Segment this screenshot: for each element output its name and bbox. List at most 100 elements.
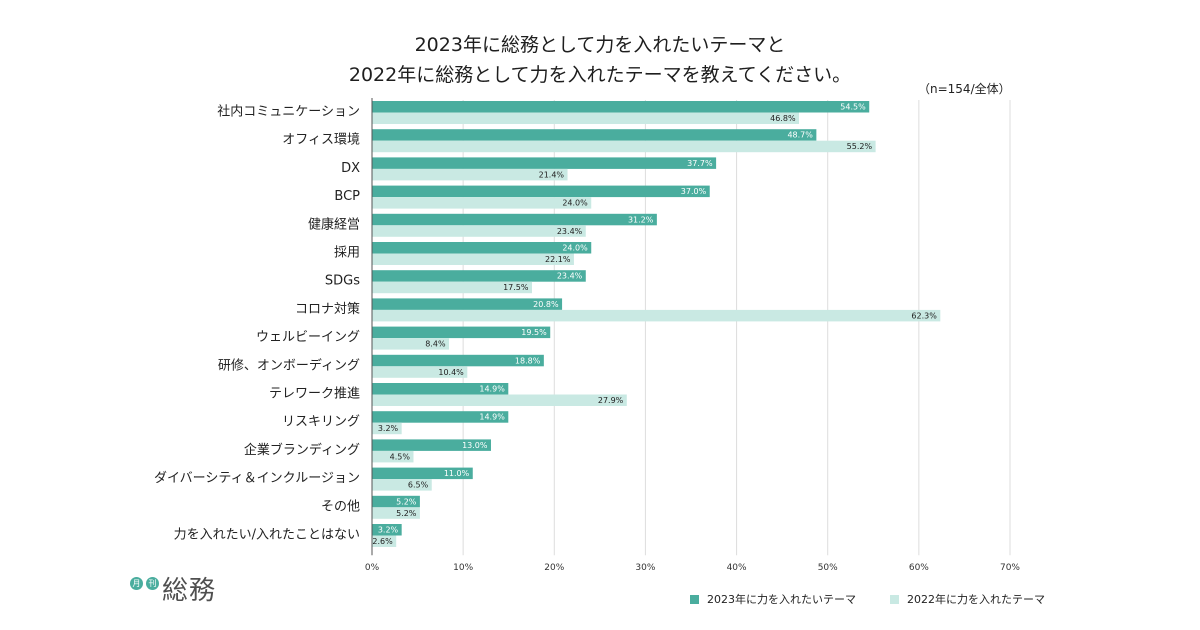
category-label: 社内コミュニケーション <box>217 104 360 120</box>
category-label: オフィス環境 <box>282 133 360 148</box>
bar-2023 <box>372 242 592 254</box>
value-label-2023: 13.0% <box>462 441 488 450</box>
category-label: ダイバーシティ＆インクルージョン <box>154 471 360 486</box>
value-label-2022: 55.2% <box>847 142 873 151</box>
chart-title-line-2: 2022年に総務として力を入れたテーマを教えてください。 <box>348 64 852 86</box>
legend-item-2023: 2023年に力を入れたいテーマ <box>690 591 856 607</box>
bar-2023 <box>372 157 717 169</box>
bar-2023 <box>372 524 402 536</box>
bar-2022 <box>372 281 532 294</box>
bar-2023 <box>372 411 509 423</box>
category-label: リスキリング <box>282 415 360 430</box>
bar-2022 <box>372 450 414 463</box>
value-label-2022: 62.3% <box>911 311 937 320</box>
value-label-2023: 14.9% <box>479 413 505 422</box>
category-label: テレワーク推進 <box>269 387 360 402</box>
logo-badge-1: 月 <box>130 577 143 590</box>
legend-label-2023: 2023年に力を入れたいテーマ <box>707 593 856 606</box>
value-label-2022: 2.6% <box>372 537 393 546</box>
x-tick-label: 70% <box>1000 563 1020 573</box>
bar-2022 <box>372 168 568 181</box>
bar-2023 <box>372 101 870 113</box>
bar-2023 <box>372 298 563 310</box>
value-label-2022: 5.2% <box>396 509 417 518</box>
value-label-2022: 27.9% <box>598 396 624 405</box>
value-label-2023: 14.9% <box>479 385 505 394</box>
value-label-2022: 22.1% <box>545 255 571 264</box>
value-label-2023: 5.2% <box>396 497 417 506</box>
value-label-2023: 11.0% <box>444 469 470 478</box>
category-label: SDGs <box>325 274 360 289</box>
category-label: DX <box>341 161 360 176</box>
value-label-2022: 3.2% <box>378 424 399 433</box>
logo-badge-2: 刊 <box>146 577 159 590</box>
value-label-2022: 23.4% <box>557 227 583 236</box>
legend-label-2022: 2022年に力を入れたテーマ <box>907 593 1045 606</box>
category-label: 健康経営 <box>308 216 360 232</box>
legend-item-2022: 2022年に力を入れたテーマ <box>890 591 1045 607</box>
value-label-2022: 46.8% <box>770 114 796 123</box>
x-tick-label: 10% <box>453 563 473 573</box>
x-tick-label: 20% <box>544 563 564 573</box>
logo-word: 総務 <box>162 576 217 606</box>
x-tick-label: 50% <box>818 563 838 573</box>
category-label: BCP <box>334 189 360 204</box>
category-label: ウェルビーイング <box>256 330 360 345</box>
value-label-2023: 37.7% <box>687 159 713 168</box>
bar-2022 <box>372 338 450 350</box>
bar-2022 <box>372 366 468 378</box>
value-label-2022: 24.0% <box>562 199 588 208</box>
value-label-2023: 3.2% <box>378 526 399 535</box>
chart-title-line-1: 2023年に総務として力を入れたいテーマと <box>414 34 786 56</box>
value-label-2023: 19.5% <box>521 328 547 337</box>
bar-2022 <box>372 225 586 237</box>
category-label: 力を入れたい/入れたことはない <box>174 528 360 543</box>
bar-2023 <box>372 439 491 451</box>
value-label-2022: 4.5% <box>390 452 411 461</box>
legend-swatch-2022 <box>890 594 899 604</box>
x-tick-label: 40% <box>727 563 747 573</box>
bar-2023 <box>372 185 710 198</box>
legend: 2023年に力を入れたいテーマ 2022年に力を入れたテーマ <box>690 591 1045 607</box>
bar-2023 <box>372 213 657 226</box>
bar-2023 <box>372 495 420 508</box>
value-label-2022: 6.5% <box>408 481 429 490</box>
value-label-2022: 8.4% <box>425 340 446 349</box>
bar-2022 <box>372 507 420 519</box>
value-label-2023: 24.0% <box>562 244 588 253</box>
value-label-2023: 31.2% <box>628 215 654 224</box>
sample-size-note: （n=154/全体） <box>918 82 1011 96</box>
x-tick-label: 30% <box>635 563 655 573</box>
value-label-2022: 21.4% <box>539 170 565 179</box>
value-label-2023: 23.4% <box>557 272 583 281</box>
legend-swatch-2023 <box>690 594 699 604</box>
bar-2023 <box>372 129 817 141</box>
value-label-2023: 20.8% <box>533 300 559 309</box>
value-label-2022: 10.4% <box>438 368 464 377</box>
value-label-2023: 37.0% <box>681 187 707 196</box>
category-label: 採用 <box>334 246 360 261</box>
bar-2023 <box>372 467 473 480</box>
bar-2022 <box>372 197 592 209</box>
bar-2022 <box>372 479 432 491</box>
x-tick-label: 60% <box>909 563 929 573</box>
bar-2022 <box>372 253 574 265</box>
bar-2022 <box>372 535 397 547</box>
bar-2023 <box>372 383 509 395</box>
value-label-2022: 17.5% <box>503 283 529 292</box>
category-label: 企業ブランディング <box>244 442 360 458</box>
bar-2022 <box>372 309 941 322</box>
category-label: 研修、オンボーディング <box>218 357 360 373</box>
bar-2023 <box>372 354 544 367</box>
bar-2023 <box>372 270 586 282</box>
category-label: その他 <box>321 499 360 514</box>
bar-2022 <box>372 422 402 435</box>
gekkan-soumu-logo: 月 刊 総務 <box>130 576 216 606</box>
category-label: コロナ対策 <box>295 301 360 317</box>
x-tick-label: 0% <box>365 563 380 573</box>
value-label-2023: 48.7% <box>787 131 813 140</box>
bar-2022 <box>372 112 800 124</box>
bar-2022 <box>372 140 876 153</box>
value-label-2023: 54.5% <box>840 103 866 112</box>
bar-2023 <box>372 326 551 339</box>
